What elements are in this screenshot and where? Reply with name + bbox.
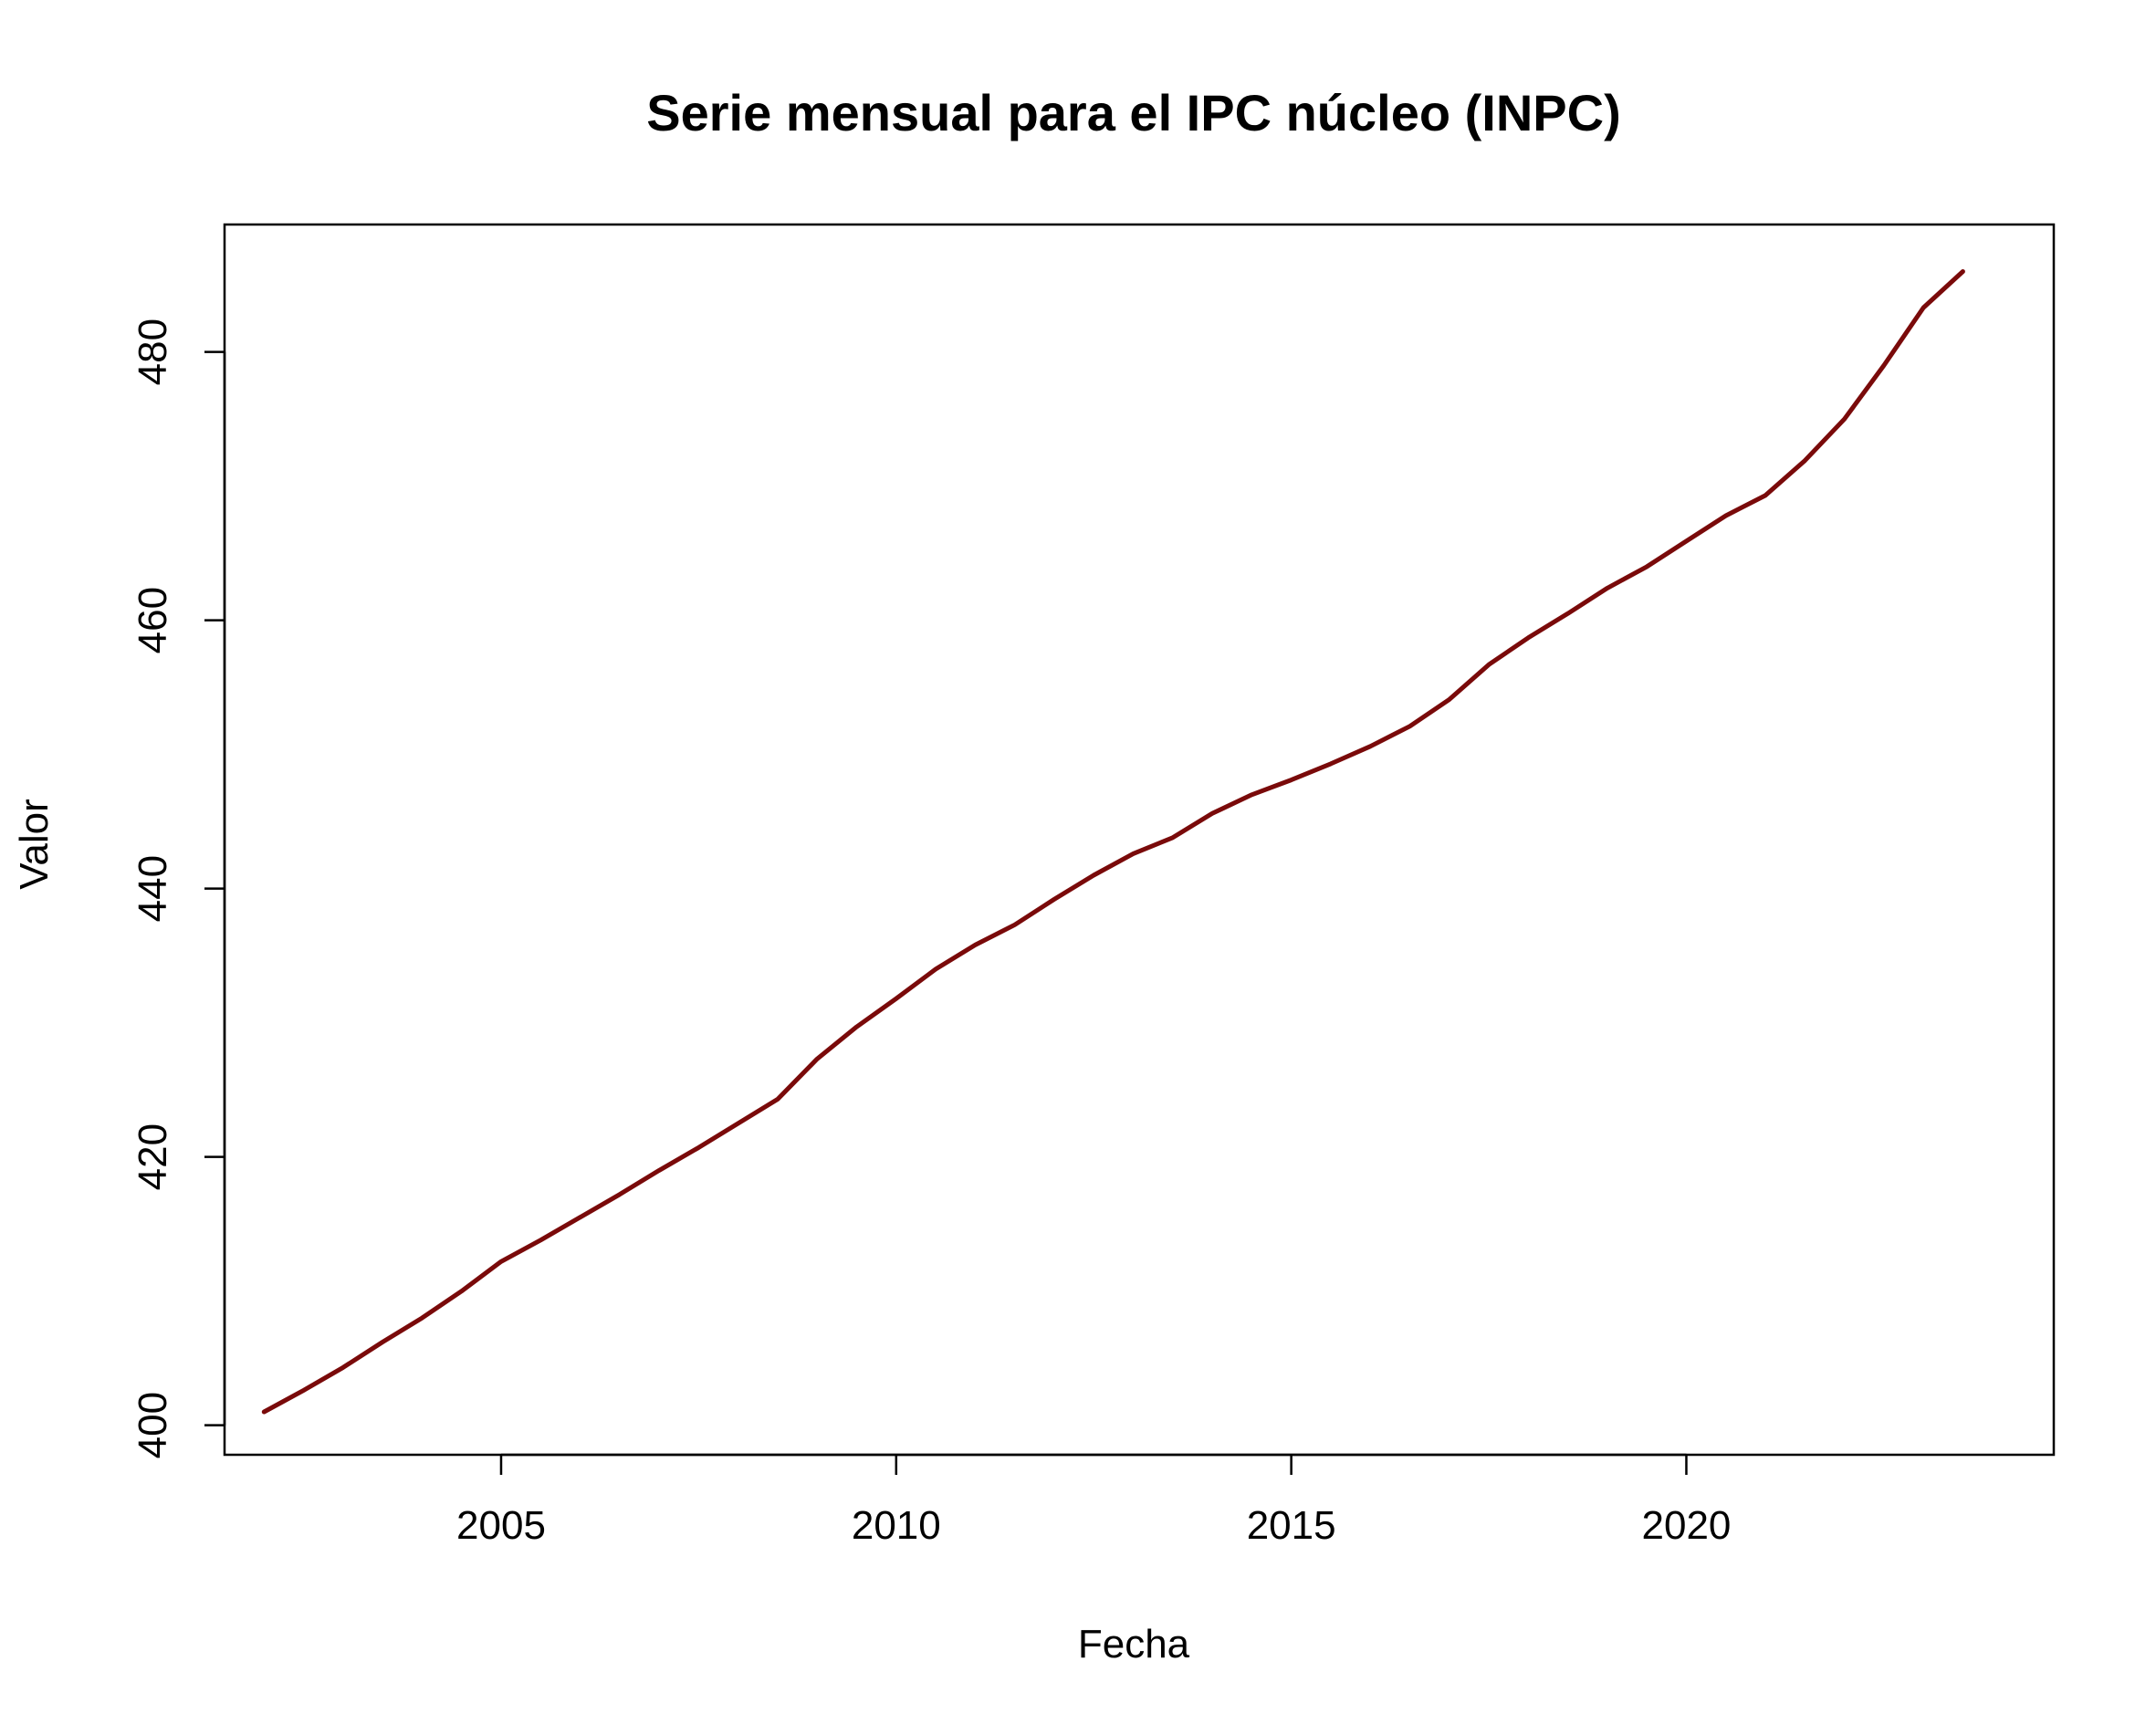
x-tick-label: 2020 — [1642, 1503, 1732, 1548]
y-axis-label: Valor — [12, 799, 57, 889]
x-tick-label: 2010 — [852, 1503, 941, 1548]
chart-title: Serie mensual para el IPC núcleo (INPC) — [646, 84, 1620, 141]
y-tick-label: 460 — [131, 587, 175, 653]
series-line — [261, 269, 1965, 1415]
y-tick-label: 420 — [131, 1123, 175, 1190]
x-axis: 2005 2010 2015 2020 — [456, 1453, 1732, 1548]
y-axis: 400 420 440 460 480 — [131, 319, 226, 1458]
y-tick-label: 480 — [131, 319, 175, 385]
y-tick-label: 400 — [131, 1392, 175, 1458]
y-tick-label: 440 — [131, 855, 175, 922]
plot-frame — [223, 223, 2056, 1457]
x-tick-label: 2015 — [1247, 1503, 1336, 1548]
x-tick-label: 2005 — [456, 1503, 546, 1548]
x-axis-label: Fecha — [1078, 1622, 1190, 1667]
